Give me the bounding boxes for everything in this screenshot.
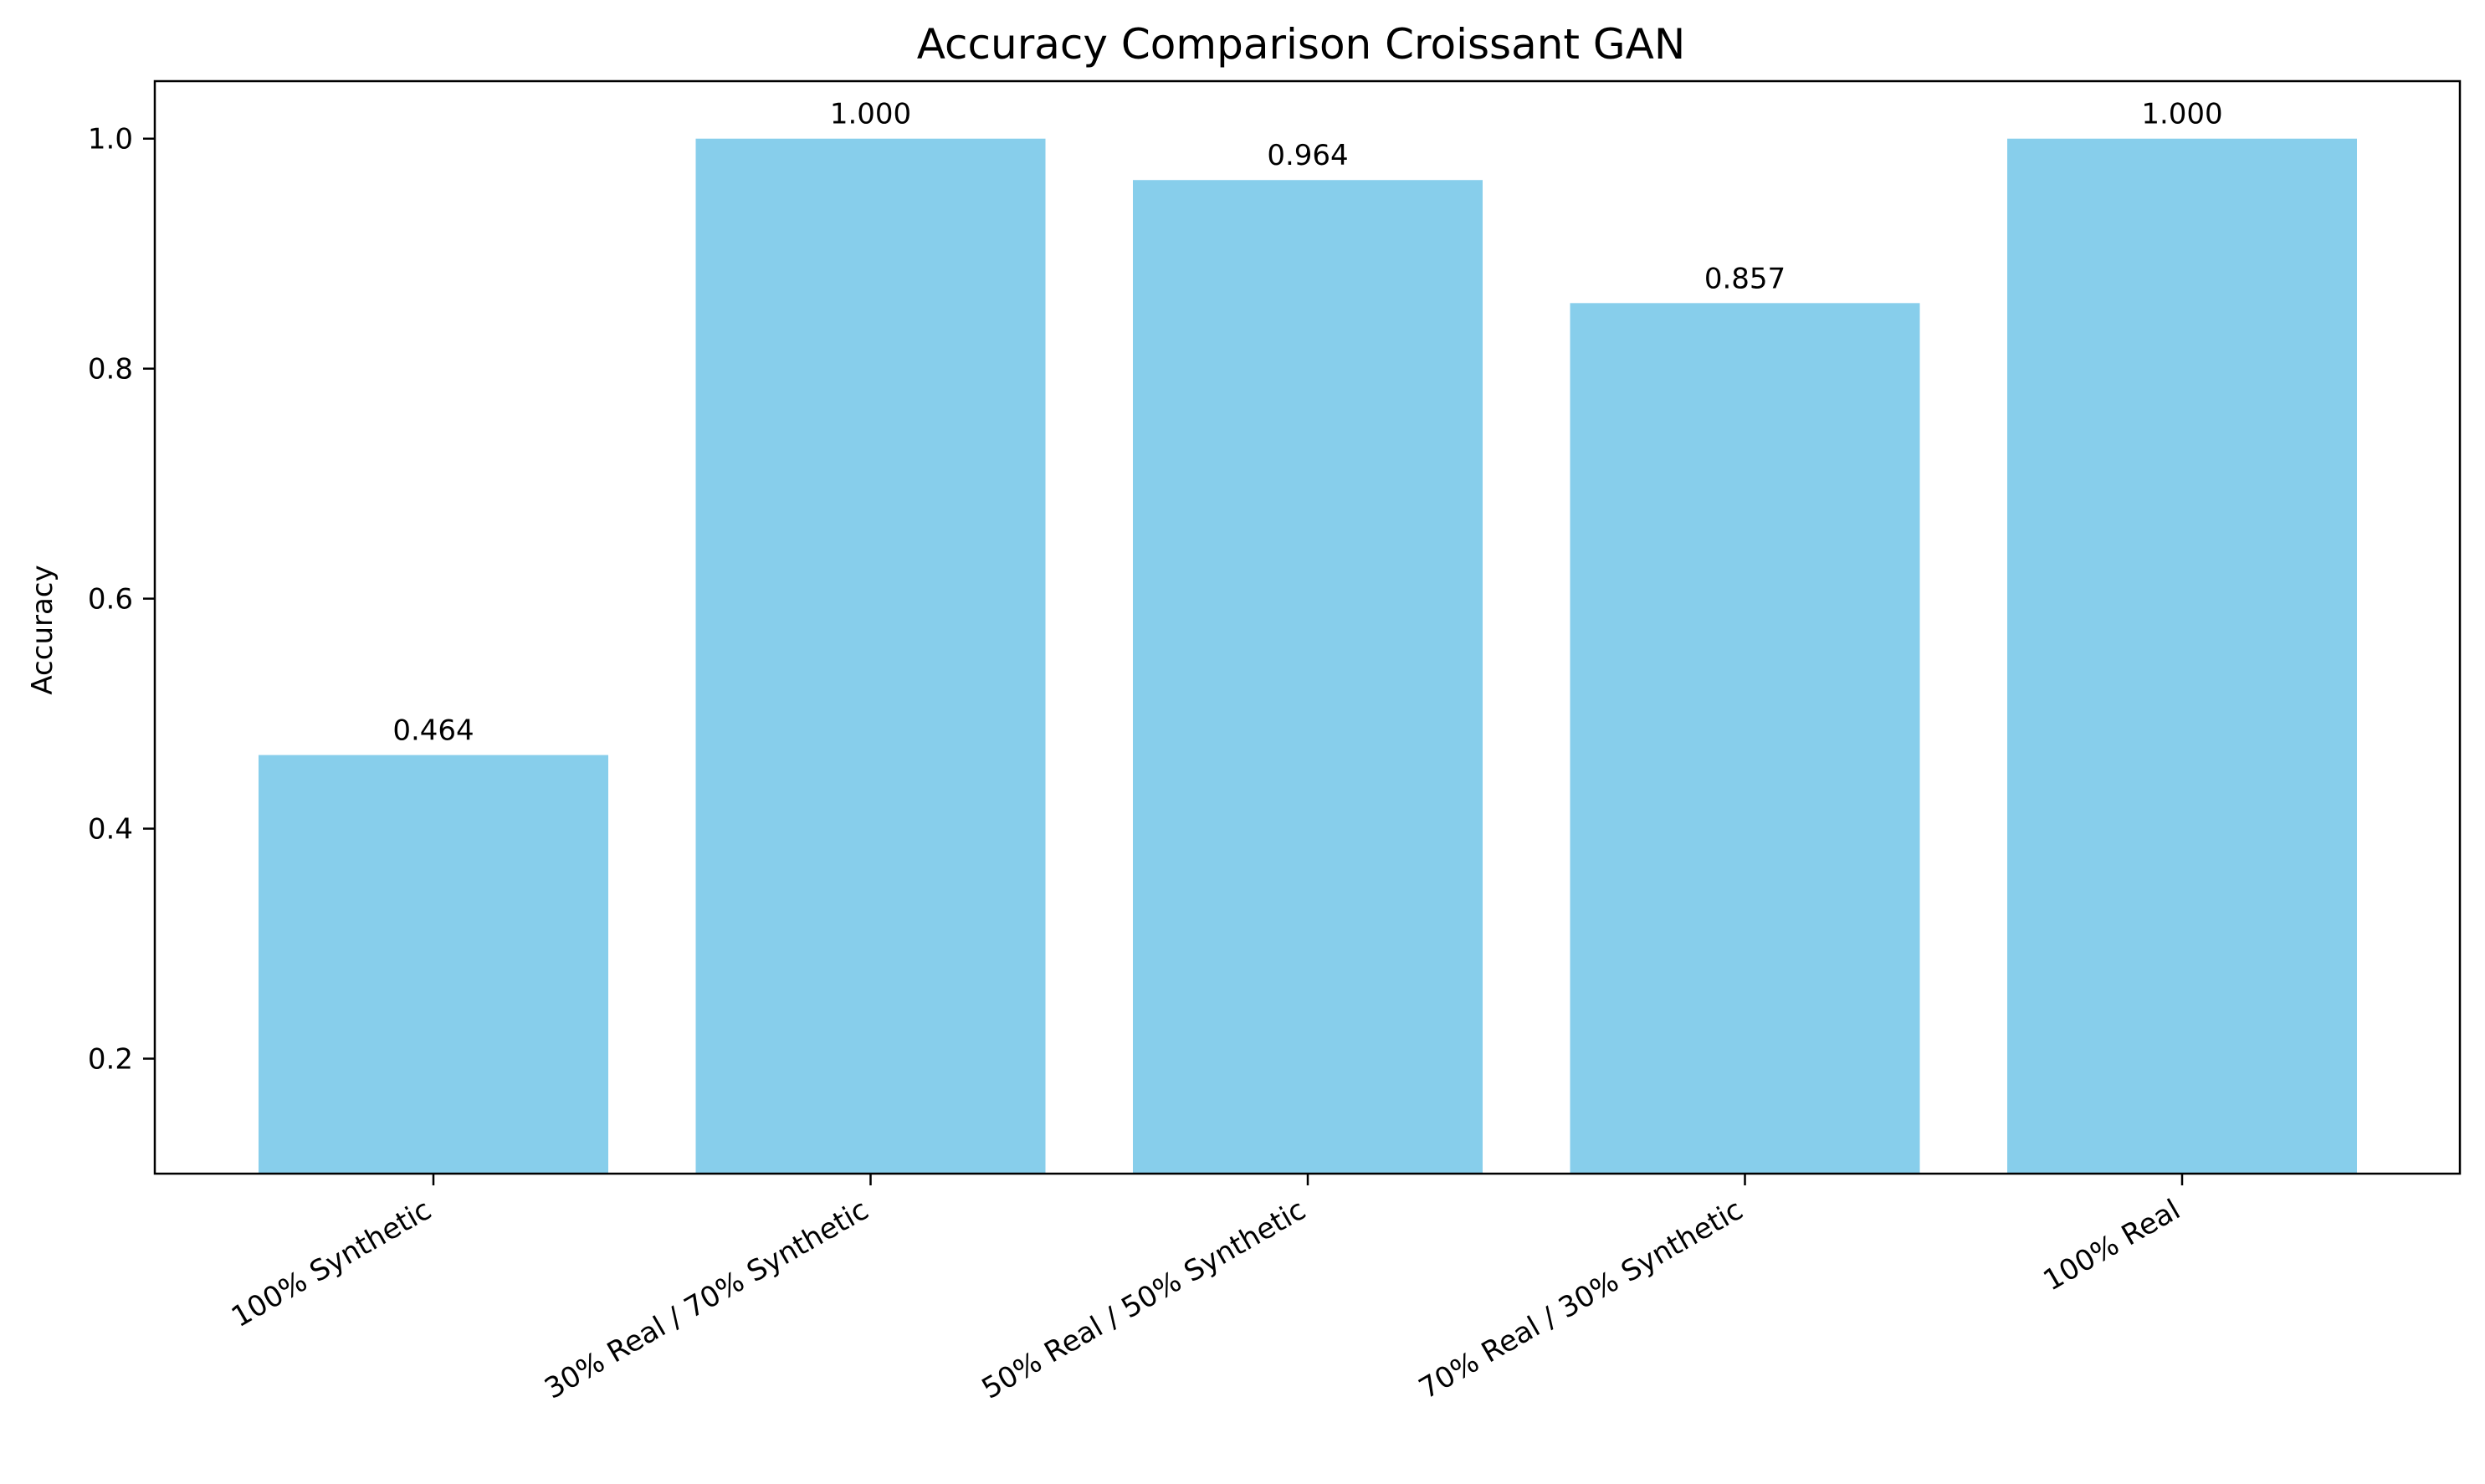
plot-frame xyxy=(153,79,2462,1175)
bar xyxy=(2007,138,2357,1174)
bar-value-label: 0.857 xyxy=(1704,262,1786,295)
x-tick-label: 100% Synthetic xyxy=(226,1193,438,1334)
bar xyxy=(695,138,1046,1174)
y-axis-ticks: 0.2 0.4 0.6 0.8 1.0 xyxy=(88,123,155,1077)
x-axis-ticks: 100% Synthetic 30% Real / 70% Synthetic 50… xyxy=(226,1174,2186,1406)
x-tick-label: 70% Real / 30% Synthetic xyxy=(1413,1193,1749,1405)
x-tick-label: 100% Real xyxy=(2037,1193,2185,1297)
y-tick-label: 0.2 xyxy=(88,1043,133,1077)
y-tick-label: 0.6 xyxy=(88,583,133,617)
y-tick-label: 0.4 xyxy=(88,813,133,847)
x-tick-label: 50% Real / 50% Synthetic xyxy=(976,1193,1312,1405)
bar-value-label: 0.464 xyxy=(392,714,474,748)
bar xyxy=(1570,303,1920,1174)
y-tick-label: 0.8 xyxy=(88,353,133,386)
data-labels-layer: 0.464 1.000 0.964 0.857 1.000 xyxy=(392,98,2222,748)
bar-value-label: 0.964 xyxy=(1267,139,1348,172)
bar-value-label: 1.000 xyxy=(2141,98,2222,131)
y-tick-label: 1.0 xyxy=(88,123,133,156)
bar xyxy=(1133,180,1483,1174)
y-axis-label: Accuracy xyxy=(26,565,59,694)
bars-layer xyxy=(259,138,2357,1174)
bar xyxy=(259,755,608,1174)
x-tick-label: 30% Real / 70% Synthetic xyxy=(539,1193,874,1405)
bar-value-label: 1.000 xyxy=(830,98,911,131)
chart-title: Accuracy Comparison Croissant GAN xyxy=(917,20,1686,69)
